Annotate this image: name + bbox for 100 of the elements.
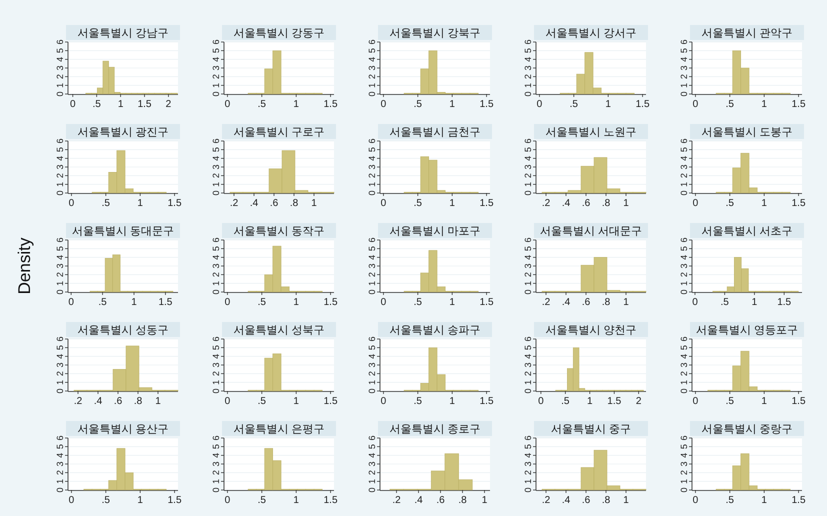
y-tick-label: 3: [367, 362, 377, 368]
y-tick-label: 5: [211, 147, 221, 152]
y-tick-label: 2: [523, 272, 533, 278]
x-tick-label: .5: [98, 297, 108, 308]
y-tick-label: 4: [679, 354, 689, 359]
x-tick-label: 0: [224, 99, 231, 110]
y-tick-label: 5: [55, 147, 65, 152]
y-tick-label: 2: [367, 470, 377, 476]
y-tick-label: 1: [523, 380, 533, 385]
x-tick-label: 1.5: [480, 396, 494, 407]
y-tick-label: 0: [679, 388, 689, 394]
x-tick-label: 1: [137, 198, 144, 209]
x-tick-label: 1: [761, 99, 768, 110]
y-tick-label: 5: [523, 345, 533, 350]
x-tick-label: .2: [74, 396, 83, 407]
y-tick-label: 5: [211, 345, 221, 350]
x-tick-label: .5: [102, 495, 110, 506]
y-tick-label: 4: [523, 354, 533, 359]
y-tick-label: 4: [211, 56, 221, 62]
y-tick-label: 0: [367, 388, 377, 394]
y-tick-label: 1: [367, 82, 377, 88]
x-tick-label: .5: [258, 99, 266, 110]
y-tick-label: 3: [367, 263, 377, 269]
y-tick-label: 2: [211, 74, 221, 80]
x-tick-label: 0: [224, 297, 231, 308]
x-tick-label: 0: [380, 396, 387, 407]
y-tick-label: 1: [523, 182, 533, 187]
x-tick-label: 1: [623, 198, 630, 209]
y-tick-label: 2: [55, 74, 65, 80]
y-tick-label: 6: [679, 435, 689, 441]
x-tick-label: 1.5: [480, 297, 494, 308]
x-tick-label: 1: [449, 297, 456, 308]
chart-title: 서울특별시 동작구: [233, 226, 325, 238]
y-tick-label: 5: [55, 444, 65, 450]
x-tick-label: 0: [538, 396, 544, 407]
y-tick-label: 2: [367, 272, 377, 278]
y-tick-label: 4: [679, 254, 689, 260]
x-tick-label: 1: [155, 396, 162, 407]
y-tick-label: 2: [211, 371, 221, 376]
y-tick-label: 1: [523, 280, 533, 286]
y-tick-label: 0: [55, 487, 65, 493]
x-tick-label: 0: [224, 396, 231, 407]
x-tick-label: .8: [134, 396, 143, 407]
chart-title: 서울특별시 용산구: [77, 424, 169, 436]
y-tick-label: 2: [523, 470, 533, 476]
x-tick-label: .5: [414, 297, 422, 308]
chart-title: 서울특별시 서대문구: [540, 226, 642, 238]
y-tick-label: 2: [679, 173, 689, 178]
x-tick-label: .5: [258, 297, 266, 308]
x-tick-label: 0: [692, 396, 699, 407]
x-tick-label: 1: [449, 396, 456, 407]
y-tick-label: 4: [55, 156, 65, 161]
x-tick-label: .5: [726, 495, 734, 506]
y-tick-label: 3: [55, 362, 65, 368]
x-tick-label: 1.5: [777, 297, 792, 308]
y-tick-label: 4: [55, 354, 65, 359]
x-tick-label: .5: [92, 99, 102, 110]
y-tick-label: 6: [367, 138, 377, 144]
y-tick-label: 6: [211, 138, 221, 144]
y-tick-label: 3: [211, 362, 221, 368]
chart-title: 서울특별시 광진구: [77, 126, 169, 138]
y-tick-label: 2: [211, 173, 221, 178]
y-tick-label: 3: [367, 164, 377, 170]
y-tick-label: 1: [523, 478, 533, 484]
y-tick-label: 2: [367, 173, 377, 178]
y-tick-label: 3: [211, 65, 221, 71]
x-tick-label: 1.5: [168, 198, 182, 209]
y-tick-label: 6: [679, 237, 689, 243]
x-tick-label: 0: [224, 495, 231, 506]
y-tick-label: 1: [367, 182, 377, 187]
y-tick-label: 0: [211, 388, 221, 394]
x-tick-label: .2: [392, 495, 402, 506]
x-tick-label: 0: [68, 198, 75, 209]
x-tick-label: 1: [293, 99, 300, 110]
y-tick-label: 1: [523, 82, 533, 88]
x-tick-label: 1.5: [324, 396, 338, 407]
y-tick-label: 5: [367, 345, 377, 350]
y-tick-label: 0: [367, 190, 377, 196]
x-tick-label: .4: [250, 198, 259, 209]
x-tick-label: 1.5: [636, 99, 650, 110]
y-tick-label: 5: [523, 147, 533, 152]
y-tick-label: 0: [679, 190, 689, 196]
x-tick-label: .4: [414, 495, 424, 506]
y-tick-label: 2: [55, 371, 65, 376]
y-tick-label: 3: [55, 263, 65, 269]
x-tick-label: .8: [602, 297, 611, 308]
y-tick-label: 6: [523, 435, 533, 441]
y-tick-label: 2: [523, 74, 533, 80]
y-tick-label: 0: [211, 190, 221, 196]
chart-title: 서울특별시 금천구: [389, 126, 481, 138]
y-tick-label: 5: [55, 48, 65, 54]
x-tick-label: .8: [458, 495, 468, 506]
y-tick-label: 6: [55, 39, 65, 45]
y-tick-label: 4: [55, 254, 65, 260]
x-tick-label: .6: [582, 495, 591, 506]
chart-title: 서울특별시 도봉구: [701, 126, 793, 138]
y-tick-label: 3: [679, 461, 689, 467]
x-tick-label: .5: [102, 198, 110, 209]
y-tick-label: 2: [367, 371, 377, 376]
y-tick-label: 6: [679, 39, 689, 45]
